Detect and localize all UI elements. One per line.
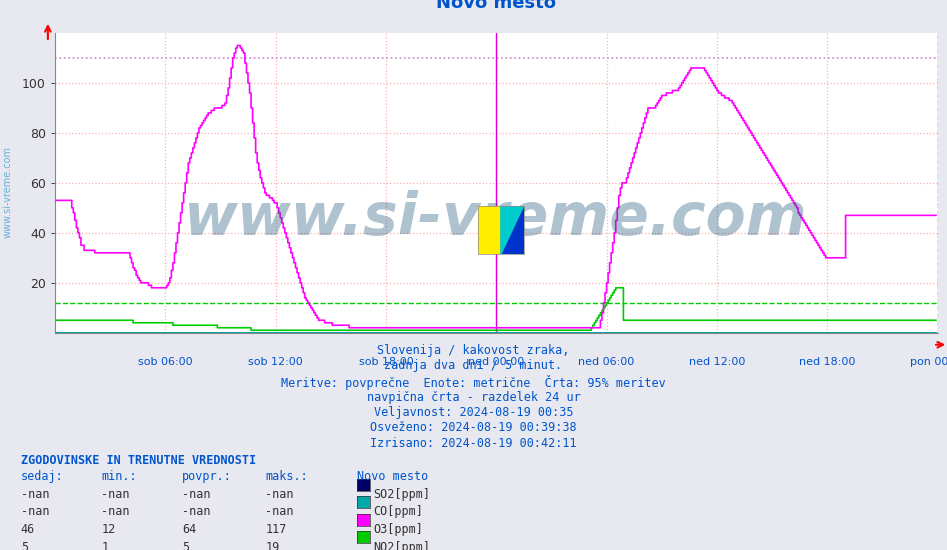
Text: ned 00:00: ned 00:00 xyxy=(468,357,525,367)
Text: ZGODOVINSKE IN TRENUTNE VREDNOSTI: ZGODOVINSKE IN TRENUTNE VREDNOSTI xyxy=(21,454,256,467)
Text: povpr.:: povpr.: xyxy=(182,470,232,483)
Text: 5: 5 xyxy=(21,541,28,550)
Text: sob 06:00: sob 06:00 xyxy=(138,357,192,367)
Text: www.si-vreme.com: www.si-vreme.com xyxy=(3,146,12,239)
Polygon shape xyxy=(501,206,524,254)
Text: 64: 64 xyxy=(182,523,196,536)
Text: O3[ppm]: O3[ppm] xyxy=(373,523,423,536)
Text: 12: 12 xyxy=(101,523,116,536)
Text: sob 12:00: sob 12:00 xyxy=(248,357,303,367)
Text: 117: 117 xyxy=(265,523,287,536)
Text: Izrisano: 2024-08-19 00:42:11: Izrisano: 2024-08-19 00:42:11 xyxy=(370,437,577,450)
Text: -nan: -nan xyxy=(21,488,49,501)
Text: navpična črta - razdelek 24 ur: navpična črta - razdelek 24 ur xyxy=(366,390,581,404)
Text: Novo mesto: Novo mesto xyxy=(437,0,556,12)
Text: 1: 1 xyxy=(101,541,109,550)
Text: -nan: -nan xyxy=(182,505,210,519)
Text: sedaj:: sedaj: xyxy=(21,470,63,483)
Text: -nan: -nan xyxy=(101,505,130,519)
Text: ned 06:00: ned 06:00 xyxy=(579,357,634,367)
Text: ned 12:00: ned 12:00 xyxy=(688,357,745,367)
Text: CO[ppm]: CO[ppm] xyxy=(373,505,423,519)
Bar xyxy=(478,206,501,254)
Text: Novo mesto: Novo mesto xyxy=(357,470,428,483)
Text: Osveženo: 2024-08-19 00:39:38: Osveženo: 2024-08-19 00:39:38 xyxy=(370,421,577,434)
Text: min.:: min.: xyxy=(101,470,137,483)
Text: -nan: -nan xyxy=(265,505,294,519)
Text: ned 18:00: ned 18:00 xyxy=(799,357,855,367)
Text: Slovenija / kakovost zraka,: Slovenija / kakovost zraka, xyxy=(377,344,570,357)
Text: NO2[ppm]: NO2[ppm] xyxy=(373,541,430,550)
Text: sob 18:00: sob 18:00 xyxy=(359,357,413,367)
Text: -nan: -nan xyxy=(182,488,210,501)
Text: pon 00:00: pon 00:00 xyxy=(909,357,947,367)
Text: -nan: -nan xyxy=(265,488,294,501)
Text: 19: 19 xyxy=(265,541,279,550)
Text: Meritve: povprečne  Enote: metrične  Črta: 95% meritev: Meritve: povprečne Enote: metrične Črta:… xyxy=(281,375,666,390)
Bar xyxy=(501,206,524,254)
Text: -nan: -nan xyxy=(21,505,49,519)
Text: 46: 46 xyxy=(21,523,35,536)
Text: zadnja dva dni / 5 minut.: zadnja dva dni / 5 minut. xyxy=(384,359,563,372)
Text: -nan: -nan xyxy=(101,488,130,501)
Text: www.si-vreme.com: www.si-vreme.com xyxy=(185,190,808,248)
Text: maks.:: maks.: xyxy=(265,470,308,483)
Text: Veljavnost: 2024-08-19 00:35: Veljavnost: 2024-08-19 00:35 xyxy=(374,406,573,419)
Text: 5: 5 xyxy=(182,541,189,550)
Text: SO2[ppm]: SO2[ppm] xyxy=(373,488,430,501)
